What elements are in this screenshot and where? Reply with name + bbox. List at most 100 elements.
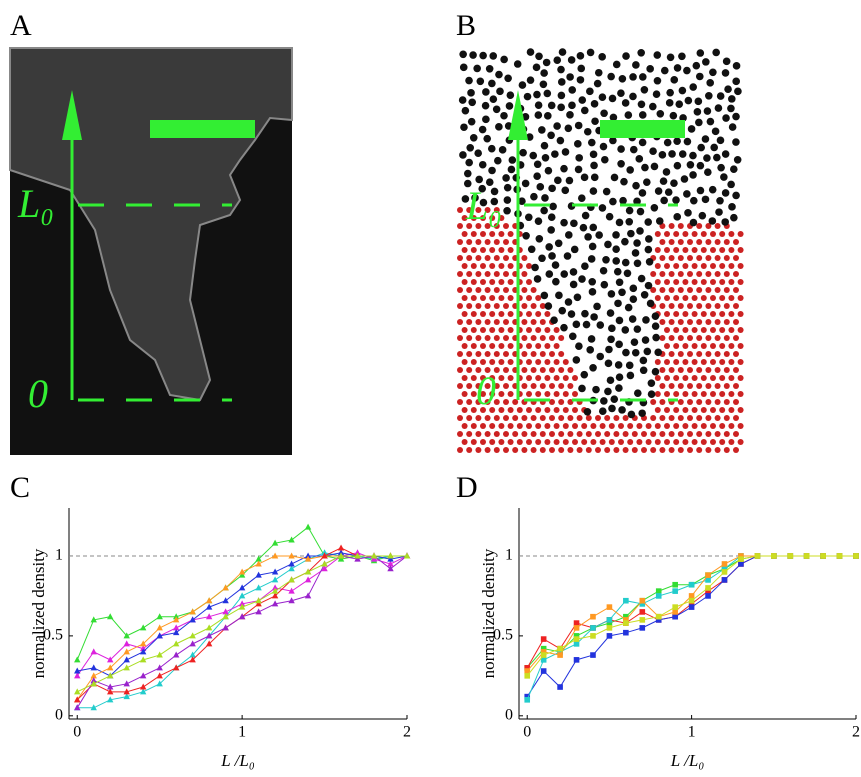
cell — [521, 447, 528, 453]
cell — [638, 409, 646, 418]
marker — [172, 640, 180, 647]
marker — [655, 613, 662, 620]
cell — [500, 111, 508, 120]
cell — [728, 343, 735, 349]
y-tick-label: 1 — [55, 547, 63, 564]
cell — [691, 375, 698, 381]
cell — [572, 375, 578, 381]
cell — [512, 399, 519, 405]
cell — [732, 62, 741, 70]
cell — [682, 391, 689, 397]
cell — [719, 247, 726, 253]
cell — [713, 153, 721, 162]
marker — [590, 625, 596, 631]
marker — [655, 617, 662, 623]
cell — [521, 383, 528, 389]
cell — [705, 415, 712, 421]
cell — [586, 87, 594, 96]
cell — [664, 231, 670, 237]
marker — [255, 608, 262, 615]
cell — [630, 338, 639, 346]
cell — [457, 367, 463, 373]
cell — [716, 196, 724, 205]
cell — [590, 439, 597, 445]
cell — [668, 223, 675, 229]
cell — [650, 415, 657, 421]
cell — [503, 255, 509, 261]
cell — [585, 415, 592, 421]
cell — [673, 64, 682, 72]
cell — [553, 122, 561, 130]
cell — [568, 332, 577, 341]
cell — [562, 391, 569, 397]
cell — [737, 263, 744, 269]
cell — [500, 55, 508, 64]
cell — [705, 431, 712, 437]
cell — [646, 299, 655, 308]
x-tick-label: 0 — [523, 724, 531, 741]
cell — [521, 335, 528, 341]
cell — [719, 439, 726, 445]
marker — [222, 624, 229, 631]
cell — [547, 131, 555, 140]
cell — [480, 423, 486, 429]
cell — [460, 123, 468, 132]
cell — [696, 367, 703, 373]
marker — [623, 613, 629, 620]
cell — [498, 263, 505, 269]
cell — [645, 423, 652, 429]
cell — [518, 81, 527, 89]
cell — [489, 391, 496, 397]
cell — [503, 206, 511, 215]
cell — [521, 255, 528, 261]
cell — [715, 208, 723, 216]
cell — [485, 64, 494, 73]
cell — [470, 279, 477, 285]
cell — [682, 375, 689, 381]
cell — [459, 63, 468, 72]
cell — [705, 91, 713, 100]
cell — [602, 255, 610, 264]
marker — [271, 539, 279, 546]
cell — [700, 327, 707, 333]
cell — [535, 407, 542, 413]
marker — [90, 664, 97, 671]
cell — [470, 439, 477, 445]
cell — [551, 261, 560, 269]
cell — [615, 316, 624, 325]
cell — [723, 431, 730, 437]
cell — [576, 447, 583, 453]
cell — [516, 439, 523, 445]
cell — [533, 90, 541, 99]
cell — [466, 271, 473, 277]
cell — [652, 90, 661, 99]
cell — [530, 383, 537, 389]
marker — [387, 552, 394, 559]
cell — [733, 319, 739, 325]
cell — [466, 207, 473, 213]
cell — [521, 303, 528, 309]
cell — [696, 271, 703, 277]
cell — [650, 271, 657, 277]
cell — [733, 271, 739, 277]
cell — [728, 231, 735, 237]
cell — [605, 345, 613, 354]
y-tick-label: 1 — [505, 547, 513, 564]
cell — [503, 223, 509, 229]
cell — [650, 162, 659, 171]
cell — [493, 383, 500, 389]
cell — [544, 327, 551, 333]
cell — [545, 270, 554, 278]
cell — [723, 239, 730, 245]
cell — [489, 231, 496, 237]
marker — [172, 624, 180, 631]
marker — [123, 648, 130, 655]
cell — [534, 217, 543, 225]
cell — [469, 133, 478, 142]
marker — [606, 617, 613, 623]
micrograph — [9, 47, 293, 455]
marker — [107, 664, 114, 671]
cell — [651, 312, 660, 321]
cell — [506, 91, 515, 100]
cell — [608, 94, 617, 103]
